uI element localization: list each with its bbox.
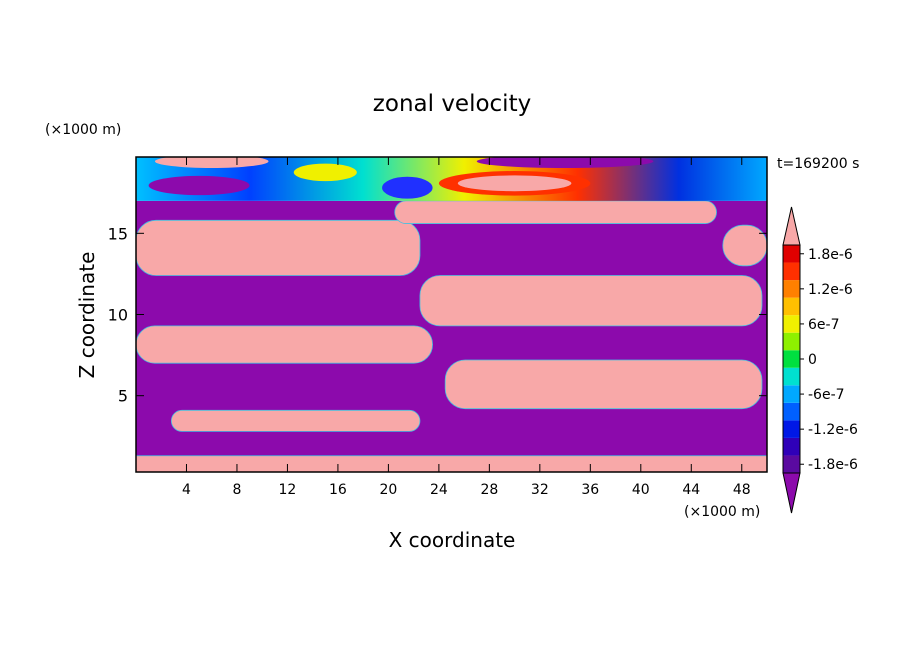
colorbar-swatch: [783, 402, 800, 421]
colorbar-swatch: [783, 262, 800, 281]
y-axis-label: Z coordinate: [75, 252, 99, 379]
contour-region-positive-3: [136, 325, 433, 364]
time-label: t=169200 s: [777, 156, 859, 172]
x-tick-label: 40: [632, 482, 650, 498]
x-tick-label: 28: [480, 482, 498, 498]
colorbar-swatch: [783, 350, 800, 368]
y-tick-label: 5: [118, 387, 128, 406]
colorbar-tick-label: 0: [808, 352, 817, 368]
colorbar-swatch: [783, 245, 800, 263]
vortex-blob-5: [476, 157, 654, 168]
x-tick-label: 36: [581, 482, 599, 498]
x-tick-label: 48: [733, 482, 751, 498]
vortex-blob-1: [154, 157, 269, 168]
contour-region-positive-5: [170, 409, 421, 432]
contour-region-positive-6: [136, 455, 767, 472]
colorbar-tick-label: 1.2e-6: [808, 282, 853, 298]
x-tick-label: 32: [531, 482, 549, 498]
vortex-blob-2: [382, 176, 433, 199]
colorbar: 1.8e-6 1.2e-6 6e-7 0 -6e-7 -1.2e-6 -1.8e-6: [782, 206, 858, 514]
y-axis-unit: (×1000 m): [45, 122, 121, 138]
vortex-blob-4: [457, 175, 572, 192]
colorbar-swatch: [783, 332, 800, 351]
colorbar-under-triangle: [782, 472, 801, 514]
x-tick-label: 16: [329, 482, 347, 498]
contour-region-positive-7: [722, 224, 767, 267]
y-tick-label: 15: [108, 224, 128, 243]
x-tick-label: 12: [279, 482, 297, 498]
x-axis-unit: (×1000 m): [684, 504, 760, 520]
colorbar-swatch: [783, 297, 800, 316]
contour-region-positive-2: [419, 275, 763, 327]
colorbar-tick-label: 1.8e-6: [808, 247, 853, 263]
contour-region-positive-4: [444, 359, 763, 410]
colorbar-swatch: [783, 437, 800, 456]
vortex-blob-6: [293, 163, 357, 182]
contour-region-positive-8: [394, 200, 717, 224]
x-tick-label: 8: [232, 482, 241, 498]
y-tick-label: 10: [108, 306, 128, 325]
y-axis: 5 10 15: [108, 224, 767, 406]
colorbar-swatch: [783, 455, 800, 473]
colorbar-swatch: [783, 420, 800, 438]
x-axis-label: X coordinate: [389, 528, 516, 552]
x-tick-label: 44: [682, 482, 700, 498]
colorbar-tick-label: -1.2e-6: [808, 422, 858, 438]
x-tick-label: 20: [379, 482, 397, 498]
colorbar-tick-label: 6e-7: [808, 317, 839, 333]
x-tick-label: 24: [430, 482, 448, 498]
colorbar-swatch: [783, 367, 800, 386]
colorbar-tick-label: -6e-7: [808, 387, 845, 403]
chart-title: zonal velocity: [373, 91, 531, 117]
x-tick-label: 4: [182, 482, 191, 498]
contour-region-positive-1: [136, 219, 421, 276]
vortex-blob-0: [148, 175, 250, 196]
contour-plot: [135, 156, 768, 473]
colorbar-swatch: [783, 280, 800, 298]
colorbar-over-triangle: [782, 206, 801, 246]
colorbar-tick-label: -1.8e-6: [808, 457, 858, 473]
x-axis: 4 8 12 16 20 24 28 32 36 40 44 48: [182, 157, 751, 498]
colorbar-swatch: [783, 315, 800, 333]
colorbar-swatch: [783, 385, 800, 403]
